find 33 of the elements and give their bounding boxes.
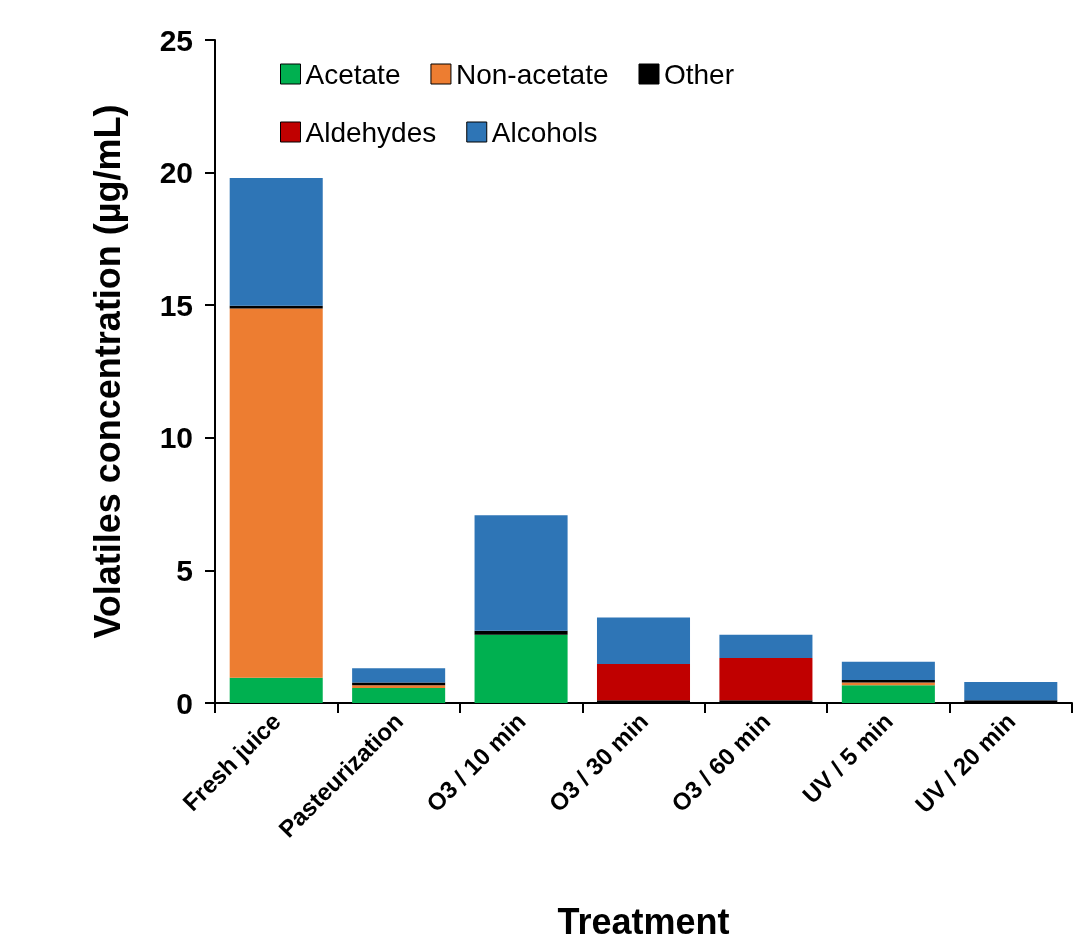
bar [841, 685, 935, 703]
bar [229, 308, 323, 678]
bar [964, 682, 1058, 701]
y-tick-label: 10 [159, 421, 193, 455]
y-tick-label: 25 [159, 23, 193, 57]
bar [474, 634, 568, 703]
bar [229, 677, 323, 703]
x-tick-label: O3 / 30 min [543, 707, 654, 818]
x-tick-label: O3 / 10 min [421, 707, 531, 818]
bar [596, 664, 691, 701]
bar [474, 515, 568, 631]
legend-label: Alcohols [491, 116, 598, 148]
legend-label: Non-acetate [455, 58, 609, 90]
bar [352, 668, 446, 683]
legend-label: Other [663, 58, 735, 90]
y-tick-label: 20 [159, 156, 193, 190]
y-axis-title: Volatiles concentration (µg/mL) [86, 104, 128, 639]
x-tick-label: UV / 5 min [796, 707, 898, 809]
bar [719, 657, 813, 701]
x-tick-label: UV / 20 min [909, 707, 1021, 818]
x-axis-title: Treatment [557, 900, 730, 942]
bar [596, 617, 691, 665]
y-tick-label: 5 [176, 553, 193, 587]
bar [352, 687, 446, 703]
bar [474, 630, 568, 635]
x-tick-label: O3 / 60 min [665, 707, 776, 818]
bar [719, 634, 813, 658]
bar [841, 661, 935, 680]
legend-label: Acetate [305, 58, 401, 90]
y-tick-label: 0 [176, 686, 193, 720]
y-tick-label: 15 [159, 288, 193, 322]
bar [229, 177, 323, 306]
legend-label: Aldehydes [305, 116, 437, 148]
